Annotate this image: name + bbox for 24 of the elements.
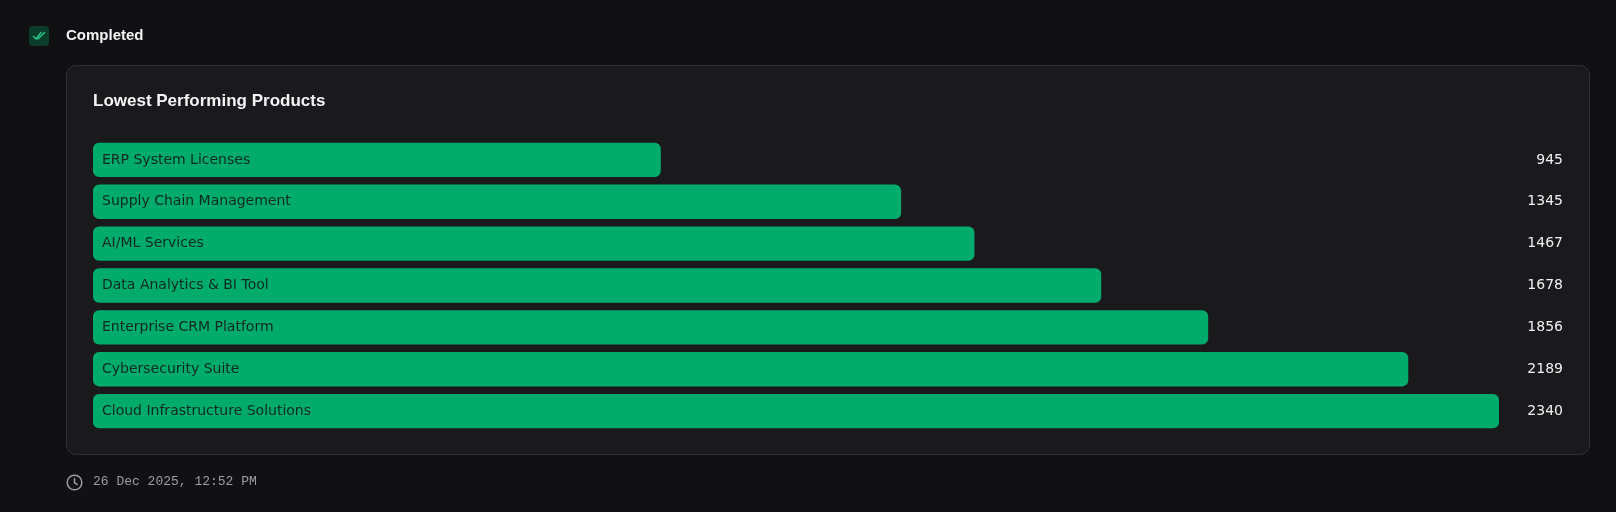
y-tick-label: ERP System Licenses (102, 150, 251, 167)
data-label: 1678 (1527, 276, 1563, 293)
text: 26 Dec 2025, 12:52 PM (93, 474, 257, 491)
y-tick-label: AI/ML Services (102, 234, 204, 251)
y-tick-label: Enterprise CRM Platform (102, 318, 274, 334)
chart-title: Lowest Performing Products (93, 91, 326, 112)
text: Completed (66, 26, 144, 45)
bar (93, 226, 975, 261)
bar (93, 184, 902, 219)
data-label: 1467 (1527, 234, 1563, 251)
bar (93, 268, 1102, 303)
data-label: 2340 (1527, 401, 1563, 418)
data-label: 945 (1536, 150, 1563, 167)
bar (93, 310, 1209, 345)
data-label: 2189 (1527, 359, 1563, 376)
y-tick-label: Data Analytics & BI Tool (102, 276, 269, 293)
data-label: 1345 (1527, 192, 1563, 209)
bar (93, 352, 1409, 387)
y-tick-label: Cybersecurity Suite (102, 359, 240, 376)
data-label: 1856 (1527, 318, 1564, 334)
bar (93, 142, 661, 178)
bar (93, 393, 1499, 429)
y-tick-label: Supply Chain Management (102, 192, 292, 209)
y-tick-label: Cloud Infrastructure Solutions (102, 401, 312, 418)
